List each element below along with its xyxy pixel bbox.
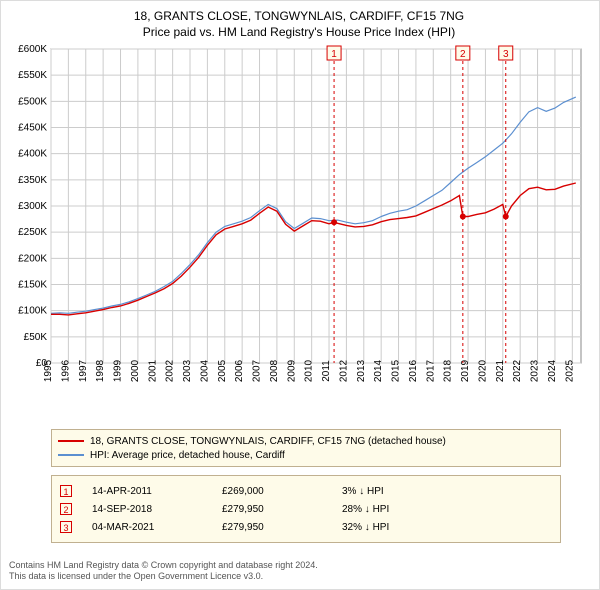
svg-text:2005: 2005 [217, 359, 228, 382]
svg-text:£150K: £150K [18, 280, 47, 291]
svg-text:2006: 2006 [234, 359, 245, 382]
svg-text:2002: 2002 [165, 359, 176, 382]
svg-text:2024: 2024 [547, 359, 558, 382]
svg-text:1995: 1995 [43, 359, 54, 382]
table-row: 1 14-APR-2011£269,0003% ↓ HPI [60, 482, 552, 500]
transaction-marker-icon: 2 [60, 503, 72, 515]
transaction-date: 14-APR-2011 [92, 486, 222, 497]
transaction-date: 14-SEP-2018 [92, 504, 222, 515]
svg-text:£100K: £100K [18, 306, 47, 317]
attribution: Contains HM Land Registry data © Crown c… [9, 560, 318, 583]
svg-text:2007: 2007 [252, 359, 263, 382]
chart-title-sub: Price paid vs. HM Land Registry's House … [9, 25, 589, 39]
svg-text:2022: 2022 [512, 359, 523, 382]
svg-text:£450K: £450K [18, 123, 47, 134]
svg-text:2012: 2012 [338, 359, 349, 382]
table-row: 2 14-SEP-2018£279,95028% ↓ HPI [60, 500, 552, 518]
svg-text:2018: 2018 [443, 359, 454, 382]
svg-text:£50K: £50K [24, 332, 48, 343]
svg-text:2009: 2009 [286, 359, 297, 382]
svg-text:2021: 2021 [495, 359, 506, 382]
svg-text:2016: 2016 [408, 359, 419, 382]
svg-text:3: 3 [503, 49, 509, 60]
transaction-price: £269,000 [222, 486, 342, 497]
svg-text:2011: 2011 [321, 360, 332, 382]
svg-text:2015: 2015 [391, 359, 402, 382]
svg-text:£350K: £350K [18, 175, 47, 186]
transaction-diff: 3% ↓ HPI [342, 486, 482, 497]
table-row: 3 04-MAR-2021£279,95032% ↓ HPI [60, 518, 552, 536]
chart-title-address: 18, GRANTS CLOSE, TONGWYNLAIS, CARDIFF, … [9, 9, 589, 23]
svg-text:2004: 2004 [199, 359, 210, 382]
svg-text:2001: 2001 [147, 359, 158, 382]
transaction-diff: 32% ↓ HPI [342, 522, 482, 533]
svg-text:1996: 1996 [60, 359, 71, 382]
attribution-line1: Contains HM Land Registry data © Crown c… [9, 560, 318, 572]
svg-text:1997: 1997 [78, 359, 89, 382]
transaction-date: 04-MAR-2021 [92, 522, 222, 533]
svg-text:2014: 2014 [373, 359, 384, 382]
svg-text:£600K: £600K [18, 44, 47, 55]
transaction-price: £279,950 [222, 522, 342, 533]
svg-text:£200K: £200K [18, 253, 47, 264]
legend: 18, GRANTS CLOSE, TONGWYNLAIS, CARDIFF, … [51, 429, 561, 467]
legend-label-property: 18, GRANTS CLOSE, TONGWYNLAIS, CARDIFF, … [90, 436, 446, 447]
svg-text:£300K: £300K [18, 201, 47, 212]
svg-text:2019: 2019 [460, 359, 471, 382]
transaction-price: £279,950 [222, 504, 342, 515]
svg-text:2020: 2020 [477, 359, 488, 382]
svg-text:1: 1 [331, 49, 337, 60]
transaction-marker-icon: 1 [60, 485, 72, 497]
svg-text:2010: 2010 [304, 359, 315, 382]
transactions-table: 1 14-APR-2011£269,0003% ↓ HPI 2 14-SEP-2018… [51, 475, 561, 543]
svg-text:£550K: £550K [18, 70, 47, 81]
svg-text:1998: 1998 [95, 359, 106, 382]
attribution-line2: This data is licensed under the Open Gov… [9, 571, 318, 583]
svg-text:£250K: £250K [18, 227, 47, 238]
transaction-diff: 28% ↓ HPI [342, 504, 482, 515]
svg-text:£500K: £500K [18, 96, 47, 107]
legend-swatch-hpi [58, 454, 84, 456]
svg-text:2000: 2000 [130, 359, 141, 382]
legend-label-hpi: HPI: Average price, detached house, Card… [90, 450, 285, 461]
svg-text:2013: 2013 [356, 359, 367, 382]
svg-text:2023: 2023 [530, 359, 541, 382]
svg-text:£400K: £400K [18, 149, 47, 160]
svg-text:2003: 2003 [182, 359, 193, 382]
svg-text:2: 2 [460, 49, 466, 60]
svg-text:2017: 2017 [425, 359, 436, 382]
chart: £0£50K£100K£150K£200K£250K£300K£350K£400… [9, 43, 589, 423]
transaction-marker-icon: 3 [60, 521, 72, 533]
svg-text:2025: 2025 [564, 359, 575, 382]
svg-text:1999: 1999 [113, 359, 124, 382]
legend-swatch-property [58, 440, 84, 442]
svg-text:2008: 2008 [269, 359, 280, 382]
